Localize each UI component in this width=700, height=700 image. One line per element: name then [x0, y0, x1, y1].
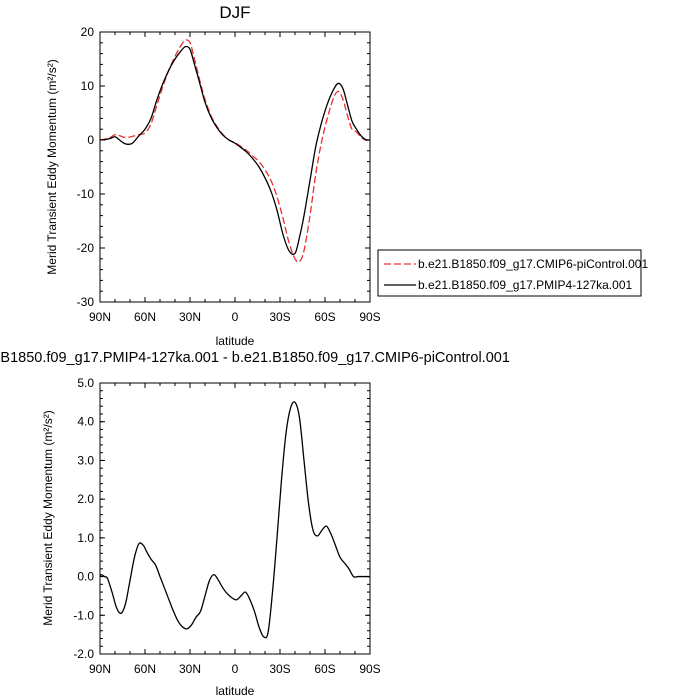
bottom-x-tick-label: 90N [89, 662, 111, 676]
top-x-tick-label: 60N [134, 310, 156, 324]
bottom-chart: b.e21.B1850.f09_g17.PMIP4-127ka.001 - b.… [0, 350, 510, 698]
bottom-y-tick-label: 2.0 [77, 492, 94, 506]
bottom-x-tick-label: 60N [134, 662, 156, 676]
top-chart-title: DJF [219, 3, 250, 22]
top-y-tick-label: 20 [81, 25, 95, 39]
top-series-line-2 [99, 45, 371, 256]
top-x-tick-label: 0 [232, 310, 239, 324]
bottom-y-tick-label: 1.0 [77, 531, 94, 545]
bottom-x-tick-label: 0 [232, 662, 239, 676]
top-x-axis-label: latitude [216, 334, 255, 348]
legend: b.e21.B1850.f09_g17.CMIP6-piControl.001 … [377, 249, 648, 297]
legend-label-series-2: b.e21.B1850.f09_g17.PMIP4-127ka.001 [418, 278, 632, 292]
top-x-tick-label: 90N [89, 310, 111, 324]
bottom-series-line-1 [99, 401, 370, 639]
top-chart: DJF 90N 60N 30N 0 30S 60S 90S 20 10 0 -10 -20 -30 la… [45, 3, 648, 348]
bottom-plot-frame [99, 382, 371, 655]
bottom-y-tick-label: 4.0 [77, 415, 94, 429]
bottom-y-axis-label: Merid Transient Eddy Momentum (m²/s²) [41, 410, 55, 625]
top-series-line-1 [99, 39, 371, 263]
bottom-x-tick-label: 60S [314, 662, 335, 676]
top-x-tick-label: 90S [359, 310, 380, 324]
bottom-x-tick-label: 30S [269, 662, 290, 676]
bottom-y-tick-label: 3.0 [77, 453, 94, 467]
legend-box [377, 249, 642, 297]
bottom-y-tick-label: 5.0 [77, 376, 94, 390]
bottom-y-tick-label: 0.0 [77, 570, 94, 584]
top-y-tick-label: 0 [87, 133, 94, 147]
bottom-y-tick-label: -2.0 [73, 647, 94, 661]
top-y-axis-label: Merid Transient Eddy Momentum (m²/s²) [45, 59, 59, 274]
bottom-chart-title: b.e21.B1850.f09_g17.PMIP4-127ka.001 - b.… [0, 350, 510, 366]
top-y-tick-label: -30 [77, 295, 95, 309]
top-y-tick-label: -20 [77, 241, 95, 255]
legend-label-series-1: b.e21.B1850.f09_g17.CMIP6-piControl.001 [418, 257, 648, 271]
top-x-tick-label: 30S [269, 310, 290, 324]
top-plot-frame [99, 31, 371, 303]
top-y-tick-label: -10 [77, 187, 95, 201]
top-x-tick-label: 30N [179, 310, 201, 324]
bottom-x-axis-label: latitude [216, 684, 255, 698]
bottom-y-tick-label: -1.0 [73, 608, 94, 622]
top-y-tick-label: 10 [81, 79, 95, 93]
top-x-tick-label: 60S [314, 310, 335, 324]
bottom-x-tick-label: 30N [179, 662, 201, 676]
bottom-x-tick-label: 90S [359, 662, 380, 676]
